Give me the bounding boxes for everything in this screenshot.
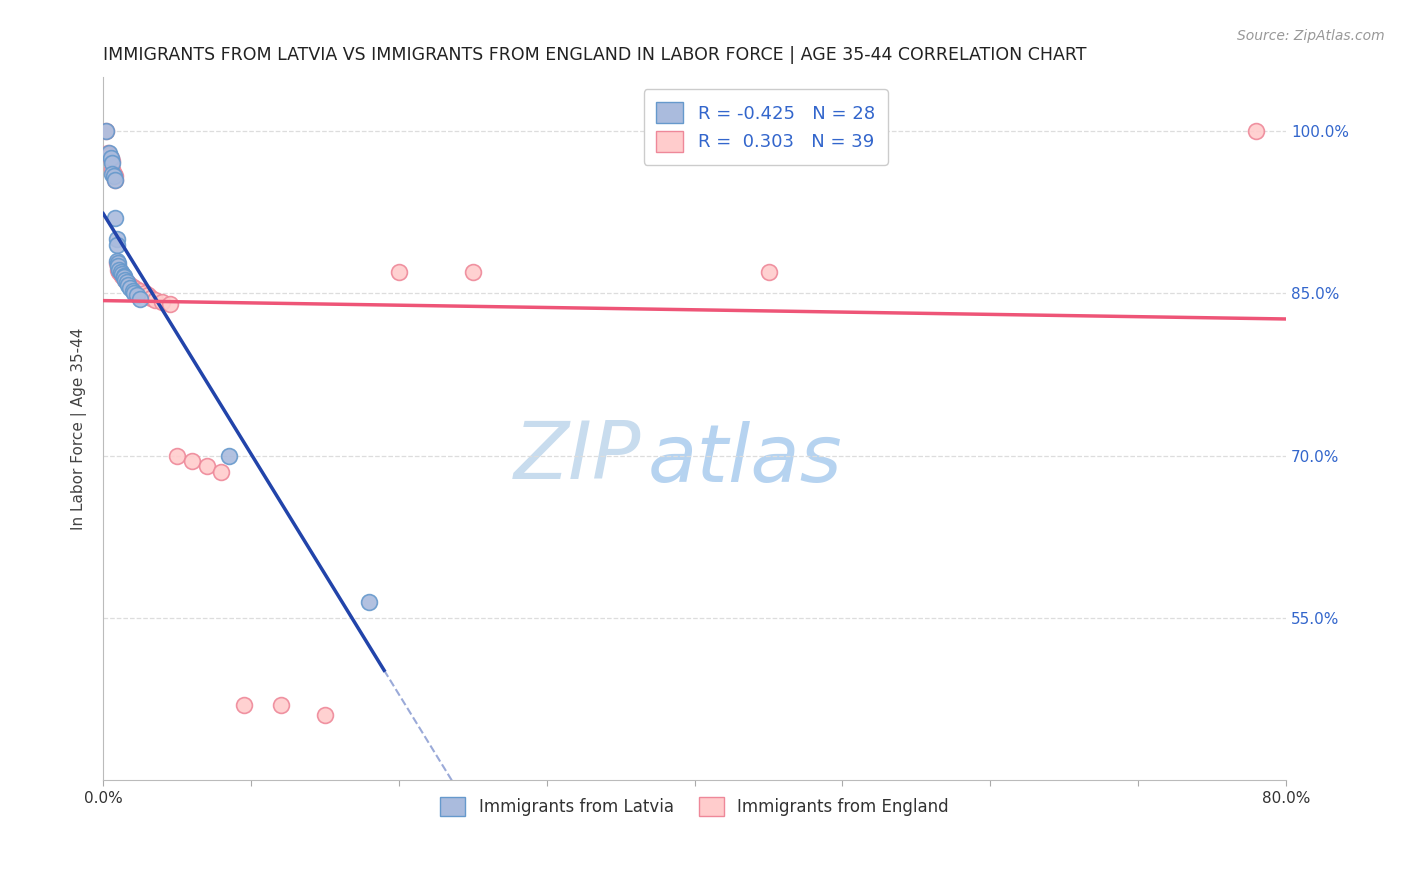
- Point: [103, 167, 125, 181]
- Point: [143, 293, 166, 307]
- Point: [105, 232, 128, 246]
- Point: [101, 156, 124, 170]
- Point: [122, 286, 145, 301]
- Point: [104, 169, 127, 184]
- Point: [758, 265, 780, 279]
- Point: [107, 260, 129, 274]
- Point: [129, 292, 152, 306]
- Point: [195, 459, 218, 474]
- Point: [115, 276, 138, 290]
- Point: [112, 270, 135, 285]
- Point: [115, 276, 138, 290]
- Point: [108, 262, 131, 277]
- Point: [211, 465, 233, 479]
- Point: [127, 288, 149, 302]
- Point: [96, 124, 118, 138]
- Point: [107, 256, 129, 270]
- Point: [150, 295, 173, 310]
- Point: [121, 280, 143, 294]
- Point: [112, 268, 135, 283]
- Point: [118, 277, 141, 292]
- Point: [104, 172, 127, 186]
- Point: [104, 172, 127, 186]
- Text: ZIP: ZIP: [515, 417, 641, 496]
- Point: [461, 265, 484, 279]
- Text: IMMIGRANTS FROM LATVIA VS IMMIGRANTS FROM ENGLAND IN LABOR FORCE | AGE 35-44 COR: IMMIGRANTS FROM LATVIA VS IMMIGRANTS FRO…: [103, 46, 1087, 64]
- Point: [114, 273, 136, 287]
- Point: [108, 265, 131, 279]
- Point: [107, 260, 129, 274]
- Text: Source: ZipAtlas.com: Source: ZipAtlas.com: [1237, 29, 1385, 43]
- Point: [100, 151, 122, 165]
- Point: [129, 284, 152, 298]
- Point: [218, 449, 240, 463]
- Point: [117, 277, 139, 292]
- Point: [118, 281, 141, 295]
- Point: [112, 270, 135, 285]
- Point: [359, 595, 381, 609]
- Point: [134, 286, 156, 301]
- Point: [110, 267, 132, 281]
- Point: [105, 256, 128, 270]
- Point: [96, 124, 118, 138]
- Point: [110, 265, 132, 279]
- Point: [314, 708, 336, 723]
- Point: [180, 454, 202, 468]
- Point: [100, 151, 122, 165]
- Point: [105, 253, 128, 268]
- Point: [111, 267, 134, 281]
- Point: [98, 145, 121, 160]
- Point: [111, 268, 134, 283]
- Point: [97, 145, 120, 160]
- Point: [105, 237, 128, 252]
- Point: [159, 297, 181, 311]
- Point: [232, 698, 254, 712]
- Point: [114, 273, 136, 287]
- Text: atlas: atlas: [647, 421, 842, 500]
- Point: [98, 148, 121, 162]
- Point: [166, 449, 188, 463]
- Legend: Immigrants from Latvia, Immigrants from England: Immigrants from Latvia, Immigrants from …: [432, 789, 957, 825]
- Point: [101, 167, 124, 181]
- Point: [388, 265, 411, 279]
- Point: [136, 288, 159, 302]
- Point: [1246, 124, 1268, 138]
- Point: [125, 282, 148, 296]
- Point: [107, 262, 129, 277]
- Y-axis label: In Labor Force | Age 35-44: In Labor Force | Age 35-44: [72, 327, 87, 530]
- Point: [101, 161, 124, 176]
- Point: [101, 154, 124, 169]
- Point: [103, 169, 125, 184]
- Point: [104, 211, 127, 225]
- Point: [270, 698, 292, 712]
- Point: [139, 291, 162, 305]
- Point: [121, 284, 143, 298]
